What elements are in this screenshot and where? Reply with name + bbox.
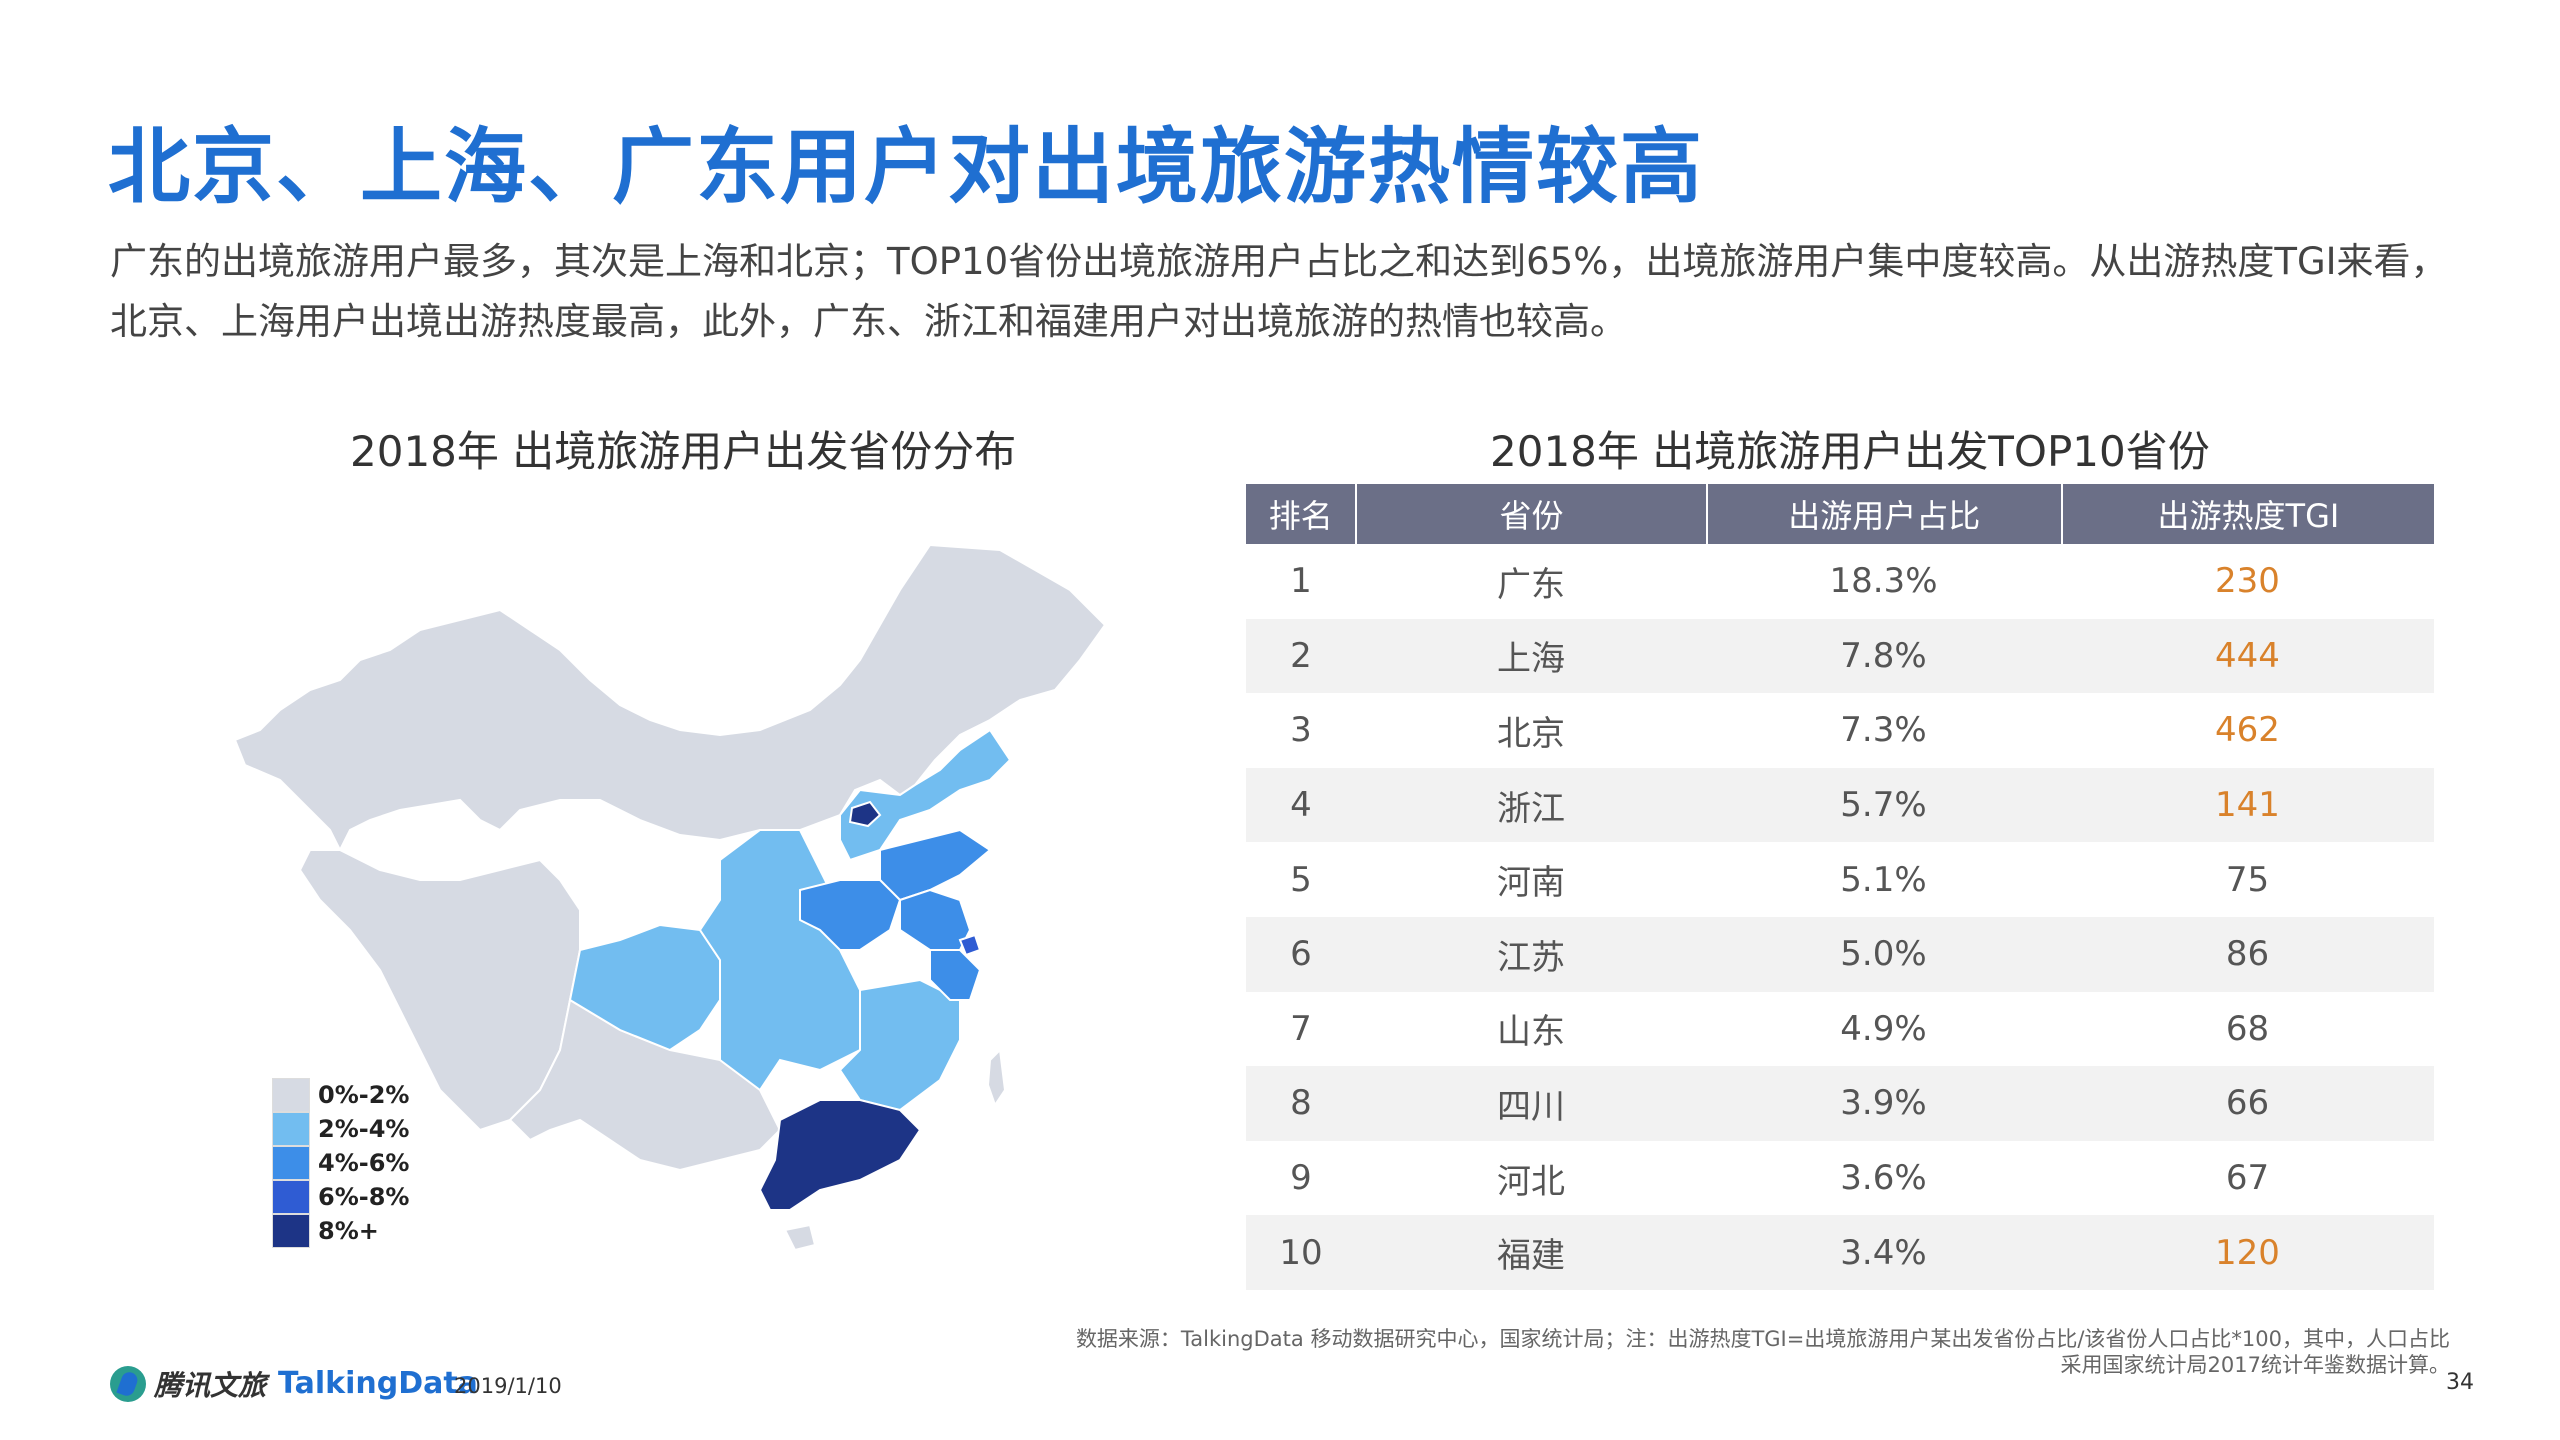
cell-province: 四川 (1497, 1086, 1565, 1127)
cell-rank: 10 (1279, 1232, 1323, 1273)
map-province-hebei (839, 728, 1012, 862)
cell-rank: 9 (1290, 1158, 1312, 1199)
legend-item: 2%-4% (272, 1112, 409, 1146)
top10-table: 排名 省份 出游用户占比 出游热度TGI 1 广东 18.3% 230 2 上海 7.8% 4… (1246, 484, 2434, 1290)
china-province-map (233, 543, 1107, 1250)
cell-rank: 6 (1290, 934, 1312, 975)
cell-province: 河南 (1497, 863, 1565, 904)
cell-tgi: 141 (2215, 785, 2280, 826)
source-note-line1: 数据来源：TalkingData 移动数据研究中心，国家统计局；注：出游热度TG… (1075, 1327, 2450, 1351)
legend-item: 0%-2% (272, 1078, 409, 1112)
tencent-travel-logo: 腾讯文旅 (110, 1364, 266, 1404)
legend-swatch (272, 1146, 310, 1180)
cell-rank: 3 (1290, 710, 1312, 751)
cell-province: 广东 (1497, 564, 1565, 605)
legend-item: 8%+ (272, 1214, 409, 1248)
table-row: 1 广东 18.3% 230 (1246, 544, 2434, 619)
map-province-taiwan (986, 1047, 1007, 1108)
legend-swatch (272, 1180, 310, 1214)
header-rank: 排名 (1246, 484, 1358, 544)
cell-share: 5.7% (1840, 785, 1927, 826)
cell-tgi: 444 (2215, 635, 2280, 676)
cell-tgi: 67 (2225, 1158, 2270, 1199)
cell-share: 3.9% (1840, 1083, 1927, 1124)
header-province: 省份 (1357, 484, 1708, 544)
cell-rank: 4 (1290, 785, 1312, 826)
cell-tgi: 462 (2215, 710, 2280, 751)
map-province-shandong (879, 828, 992, 902)
legend-label: 8%+ (318, 1217, 379, 1245)
header-share: 出游用户占比 (1708, 484, 2063, 544)
cell-tgi: 230 (2215, 561, 2280, 602)
cell-share: 7.3% (1840, 710, 1927, 751)
cell-province: 北京 (1497, 713, 1565, 754)
page-title: 北京、上海、广东用户对出境旅游热情较高 (108, 120, 1705, 215)
table-header: 排名 省份 出游用户占比 出游热度TGI (1246, 484, 2434, 544)
cell-rank: 2 (1290, 635, 1312, 676)
cell-province: 江苏 (1497, 937, 1565, 978)
legend-swatch (272, 1112, 310, 1146)
tencent-travel-logo-icon (110, 1366, 146, 1402)
cell-share: 3.4% (1840, 1232, 1927, 1273)
table-row: 7 山东 4.9% 68 (1246, 992, 2434, 1067)
legend-label: 4%-6% (318, 1149, 410, 1177)
cell-province: 山东 (1497, 1012, 1565, 1053)
table-row: 5 河南 5.1% 75 (1246, 842, 2434, 917)
cell-rank: 7 (1290, 1008, 1312, 1049)
legend-item: 4%-6% (272, 1146, 409, 1180)
map-base-southwest (508, 998, 782, 1172)
talkingdata-logo: TalkingData (278, 1366, 478, 1401)
cell-share: 7.8% (1840, 635, 1927, 676)
cell-share: 4.9% (1840, 1008, 1927, 1049)
cell-rank: 8 (1290, 1083, 1312, 1124)
legend-swatch (272, 1214, 310, 1248)
cell-province: 河北 (1497, 1161, 1565, 1202)
map-base-landmass (233, 543, 1107, 853)
cell-province: 福建 (1497, 1236, 1565, 1277)
legend-swatch (272, 1078, 310, 1112)
legend-label: 2%-4% (318, 1115, 410, 1143)
map-legend: 0%-2% 2%-4% 4%-6% 6%-8% 8%+ (272, 1078, 409, 1248)
table-row: 9 河北 3.6% 67 (1246, 1141, 2434, 1216)
table-row: 4 浙江 5.7% 141 (1246, 767, 2434, 843)
cell-province: 上海 (1497, 639, 1565, 680)
cell-share: 18.3% (1829, 561, 1938, 602)
cell-tgi: 86 (2225, 934, 2270, 975)
page-number: 34 (2446, 1370, 2474, 1395)
cell-tgi: 75 (2225, 859, 2270, 900)
table-row: 8 四川 3.9% 66 (1246, 1066, 2434, 1141)
header-tgi: 出游热度TGI (2157, 497, 2340, 535)
intro-paragraph: 广东的出境旅游用户最多，其次是上海和北京；TOP10省份出境旅游用户占比之和达到… (110, 240, 2448, 343)
map-province-hainan (783, 1223, 817, 1250)
legend-label: 0%-2% (318, 1081, 410, 1109)
cell-share: 3.6% (1840, 1158, 1927, 1199)
map-province-henan (799, 879, 902, 951)
tencent-travel-logo-text: 腾讯文旅 (154, 1369, 267, 1402)
map-title: 2018年 出境旅游用户出发省份分布 (350, 427, 1017, 476)
cell-share: 5.1% (1840, 859, 1927, 900)
legend-label: 6%-8% (318, 1183, 410, 1211)
source-note: 数据来源：TalkingData 移动数据研究中心，国家统计局；注：出游热度TG… (950, 1326, 2450, 1378)
table-title: 2018年 出境旅游用户出发TOP10省份 (1490, 427, 2210, 476)
legend-item: 6%-8% (272, 1180, 409, 1214)
map-province-shanghai (958, 933, 982, 957)
cell-share: 5.0% (1840, 934, 1927, 975)
cell-tgi: 68 (2225, 1008, 2270, 1049)
source-note-line2: 采用国家统计局2017统计年鉴数据计算。 (2060, 1353, 2450, 1377)
table-body: 1 广东 18.3% 230 2 上海 7.8% 444 3 北京 7.3% 462 4 浙江 5.7% 14… (1246, 544, 2434, 1290)
cell-tgi: 66 (2225, 1083, 2270, 1124)
map-province-central (698, 829, 861, 1092)
cell-rank: 1 (1290, 561, 1312, 602)
table-row: 2 上海 7.8% 444 (1246, 618, 2434, 694)
map-province-guangdong (758, 1099, 922, 1211)
table-row: 3 北京 7.3% 462 (1246, 693, 2434, 768)
cell-rank: 5 (1290, 859, 1312, 900)
map-province-zhejiang (929, 949, 982, 1001)
table-row: 10 福建 3.4% 120 (1246, 1215, 2434, 1290)
cell-tgi: 120 (2215, 1232, 2280, 1273)
cell-province: 浙江 (1497, 788, 1565, 829)
map-province-beijing (848, 800, 882, 828)
report-date: 2019/1/10 (454, 1374, 562, 1398)
table-row: 6 江苏 5.0% 86 (1246, 916, 2434, 992)
